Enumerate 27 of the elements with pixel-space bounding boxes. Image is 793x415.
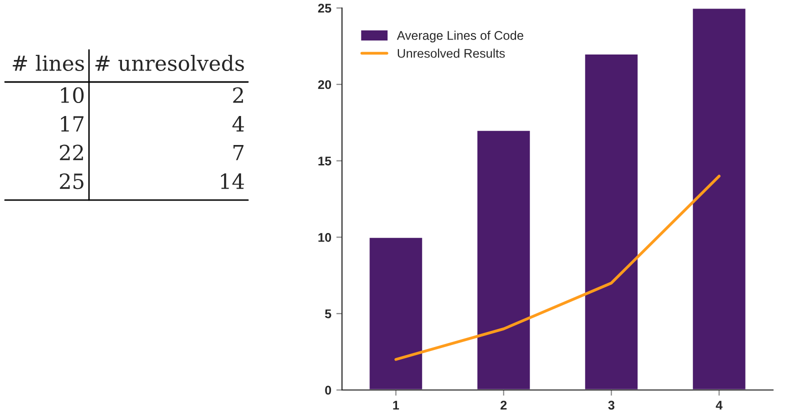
text: 4 — [232, 116, 244, 132]
x-tick-label: 3 — [608, 400, 614, 410]
text: # lines — [12, 54, 84, 72]
legend-label: Average Lines of Code — [396, 30, 524, 42]
y-tick-label: 25 — [318, 4, 332, 13]
legend-label: Unresolved Results — [398, 48, 505, 58]
text: 17 — [61, 116, 84, 132]
text: 14 — [221, 173, 244, 189]
text: 25 — [60, 173, 84, 190]
bar — [476, 130, 532, 390]
text: 22 — [60, 144, 83, 160]
y-tick-label: 20 — [318, 80, 332, 90]
y-tick-label: 5 — [325, 310, 332, 318]
bar — [584, 53, 640, 390]
y-tick-label: 10 — [318, 233, 332, 242]
y-tick-label: 15 — [318, 156, 332, 166]
x-tick-label: 4 — [716, 400, 723, 410]
text: # unresolveds — [95, 54, 244, 72]
text: 2 — [233, 87, 243, 103]
x-tick-label: 2 — [500, 400, 507, 410]
y-tick-label: 0 — [325, 386, 332, 395]
bar — [691, 8, 747, 390]
bar — [368, 236, 424, 390]
line-series — [394, 174, 721, 361]
text: 10 — [61, 87, 84, 104]
text: 7 — [233, 144, 244, 160]
x-tick-label: 1 — [393, 400, 400, 410]
